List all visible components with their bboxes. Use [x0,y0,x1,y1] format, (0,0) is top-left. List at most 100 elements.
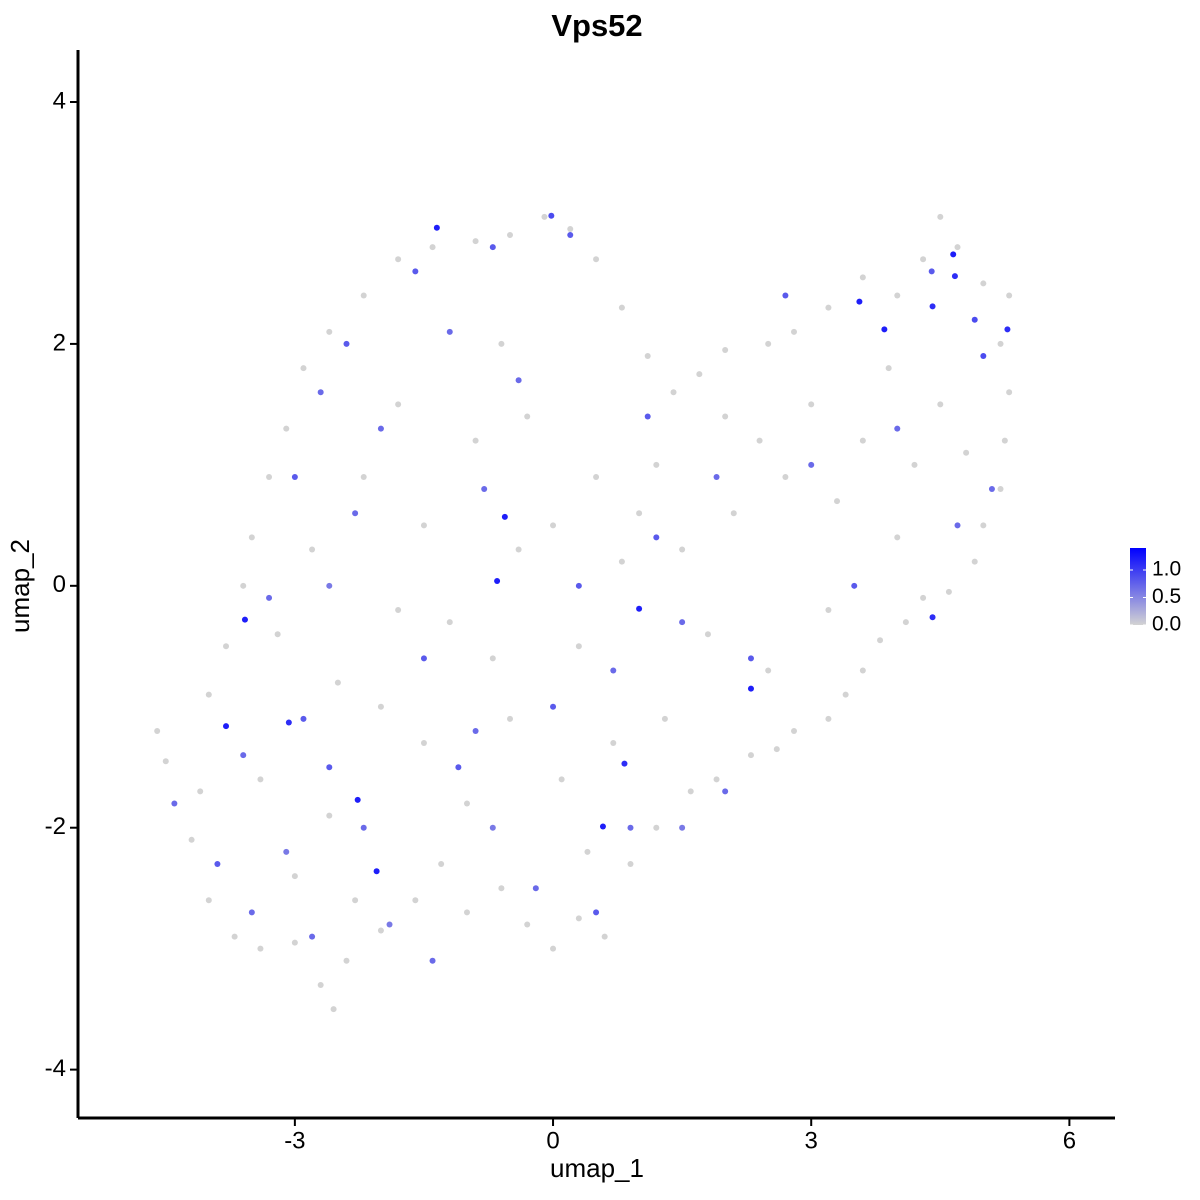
point [395,401,402,408]
point [920,256,927,263]
point [274,631,281,638]
point [765,340,772,347]
point [825,715,832,722]
point [722,346,729,353]
point [808,461,815,468]
y-tick-label: -4 [45,1055,66,1082]
point [881,326,888,333]
point [963,449,970,456]
point [446,619,453,626]
point [285,719,292,726]
point [360,473,367,480]
y-tick-label: 4 [53,87,66,114]
point [988,486,995,493]
point [825,304,832,311]
point [894,534,901,541]
point [704,631,711,638]
point [507,715,514,722]
point [343,340,350,347]
point [489,244,496,251]
point [395,607,402,614]
point [773,746,780,753]
point [621,760,628,767]
point [696,371,703,378]
point [920,594,927,601]
point [550,703,557,710]
point [326,764,333,771]
point [291,473,298,480]
point [330,1006,337,1013]
point [472,238,479,245]
point [593,473,600,480]
point [971,316,978,323]
point [429,957,436,964]
point [980,280,987,287]
point [575,643,582,650]
point [954,522,961,529]
point [644,413,651,420]
point [481,486,488,493]
point [532,885,539,892]
point [317,389,324,396]
point [747,752,754,759]
point [377,425,384,432]
point [911,461,918,468]
point [231,933,238,940]
point [722,413,729,420]
point [610,740,617,747]
point [300,365,307,372]
point [412,897,419,904]
colorbar-tick-label: 0.5 [1152,585,1181,608]
point [300,715,307,722]
point [223,643,230,650]
point [636,605,643,612]
point [240,582,247,589]
point [610,667,617,674]
point [842,691,849,698]
point [171,800,178,807]
point [808,401,815,408]
point [205,691,212,698]
point [373,868,380,875]
point [472,727,479,734]
point [223,723,230,730]
point [446,328,453,335]
point [980,353,987,360]
point [937,401,944,408]
point [1006,292,1013,299]
point [885,365,892,372]
point [386,921,393,928]
point [945,588,952,595]
point [420,740,427,747]
point [791,727,798,734]
point [593,909,600,916]
point [653,534,660,541]
point [463,800,470,807]
point [354,796,361,803]
point [618,558,625,565]
point [352,897,359,904]
point [997,486,1004,493]
point [507,232,514,239]
point [162,758,169,765]
point [548,212,555,219]
point [326,328,333,335]
point [377,703,384,710]
point [317,981,324,988]
y-tick-label: -2 [45,813,66,840]
point [309,546,316,553]
point [894,292,901,299]
point [188,836,195,843]
point [851,582,858,589]
y-tick-label: 0 [53,571,66,598]
point [627,824,634,831]
point [670,389,677,396]
point [825,607,832,614]
colorbar-tick-label: 1.0 [1152,558,1181,581]
point [420,522,427,529]
y-axis-label: umap_2 [5,539,35,633]
x-tick-label: -3 [284,1127,305,1154]
point [747,655,754,662]
